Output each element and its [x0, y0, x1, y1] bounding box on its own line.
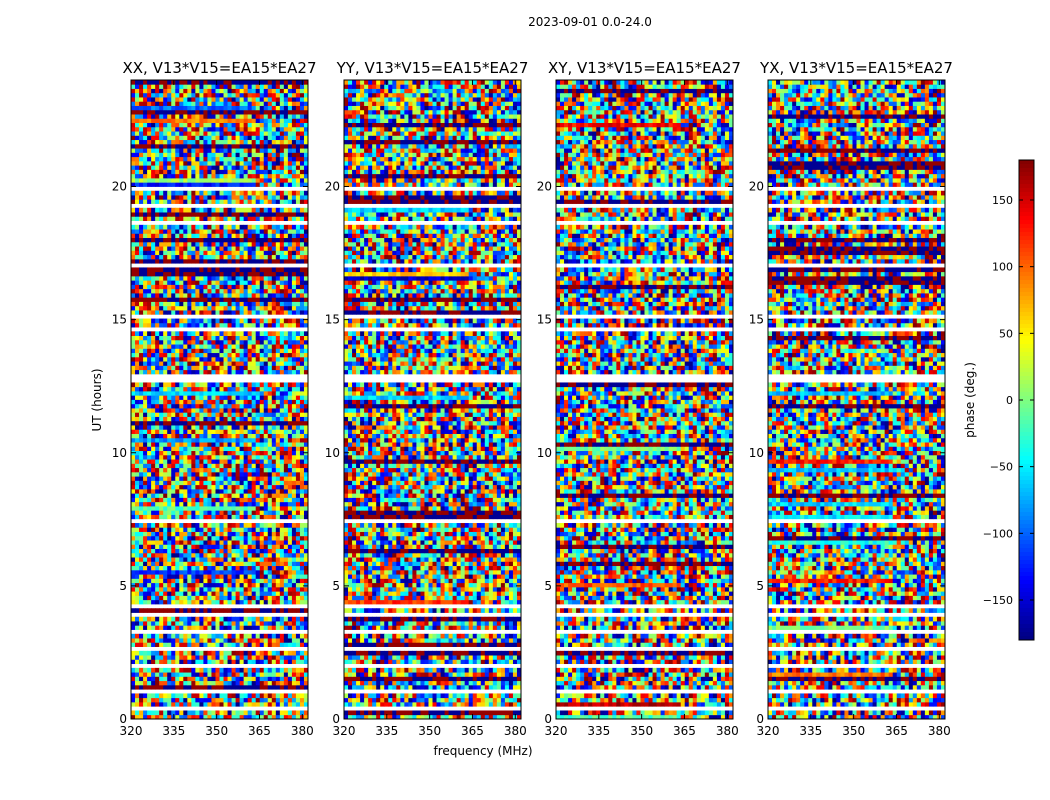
- x-tick-label: 335: [587, 724, 610, 738]
- panel-xy-title: XY, V13*V15=EA15*EA27: [548, 59, 741, 77]
- panel-xx: XX, V13*V15=EA15*EA27 320 335 350 365 380 0 5 10…: [112, 59, 317, 738]
- x-tick-label: 380: [716, 724, 739, 738]
- y-tick-label: 15: [537, 313, 552, 327]
- x-tick-label: 365: [248, 724, 271, 738]
- x-tick-label: 350: [418, 724, 441, 738]
- x-tick-label: 365: [673, 724, 696, 738]
- colorbar: 150 100 50 0 −50 −100 −150: [983, 159, 1035, 641]
- y-tick-label: 5: [756, 579, 764, 593]
- y-tick-label: 10: [749, 446, 764, 460]
- y-tick-label: 5: [544, 579, 552, 593]
- colorbar-tick-label: −50: [990, 461, 1013, 474]
- panel-yx-frame: [767, 79, 946, 720]
- x-tick-label: 380: [291, 724, 314, 738]
- panel-yy-waterfall: [344, 80, 522, 720]
- panel-xx-frame: [130, 79, 309, 720]
- y-tick-label: 0: [544, 712, 552, 726]
- y-tick-label: 20: [325, 180, 340, 194]
- y-tick-label: 20: [537, 180, 552, 194]
- y-tick-label: 5: [332, 579, 340, 593]
- x-tick-label: 380: [928, 724, 951, 738]
- panel-yy: YY, V13*V15=EA15*EA27 320 335 350 365 380 0 5 10…: [325, 59, 529, 738]
- y-tick-label: 10: [112, 446, 127, 460]
- x-tick-label: 350: [842, 724, 865, 738]
- x-tick-label: 365: [885, 724, 908, 738]
- colorbar-tick-label: −150: [983, 594, 1013, 607]
- panel-xy-waterfall: [556, 80, 734, 720]
- panel-xy: XY, V13*V15=EA15*EA27 320 335 350 365 380 0 5 10…: [537, 59, 741, 738]
- y-axis-label: UT (hours): [90, 368, 104, 431]
- y-tick-label: 15: [749, 313, 764, 327]
- y-tick-label: 0: [756, 712, 764, 726]
- y-tick-label: 10: [325, 446, 340, 460]
- y-tick-label: 15: [325, 313, 340, 327]
- y-tick-label: 0: [119, 712, 127, 726]
- x-tick-label: 320: [757, 724, 780, 738]
- y-tick-label: 0: [332, 712, 340, 726]
- x-tick-label: 350: [205, 724, 228, 738]
- colorbar-tick-label: 0: [1006, 394, 1013, 407]
- colorbar-tick-label: −100: [983, 527, 1013, 540]
- y-tick-label: 20: [112, 180, 127, 194]
- panel-xx-title: XX, V13*V15=EA15*EA27: [122, 59, 316, 77]
- panel-xy-frame: [555, 79, 734, 720]
- panels: XX, V13*V15=EA15*EA27 320 335 350 365 380 0 5 10…: [112, 59, 953, 738]
- x-tick-label: 335: [375, 724, 398, 738]
- panel-yx-waterfall: [768, 80, 946, 720]
- x-tick-label: 320: [120, 724, 143, 738]
- x-tick-label: 350: [630, 724, 653, 738]
- y-tick-label: 20: [749, 180, 764, 194]
- x-axis-label: frequency (MHz): [433, 744, 532, 758]
- y-tick-label: 15: [112, 313, 127, 327]
- x-tick-label: 335: [162, 724, 185, 738]
- x-tick-label: 365: [461, 724, 484, 738]
- y-tick-label: 10: [537, 446, 552, 460]
- colorbar-tick-label: 150: [992, 194, 1013, 207]
- panel-xx-waterfall: [131, 80, 309, 720]
- x-tick-label: 320: [545, 724, 568, 738]
- y-tick-label: 5: [119, 579, 127, 593]
- colorbar-tick-label: 100: [992, 261, 1013, 274]
- colorbar-label: phase (deg.): [963, 362, 977, 438]
- panel-yx: YX, V13*V15=EA15*EA27 320 335 350 365 380 0 5 10…: [749, 59, 953, 738]
- panel-yy-title: YY, V13*V15=EA15*EA27: [336, 59, 529, 77]
- x-tick-label: 320: [333, 724, 356, 738]
- x-tick-label: 335: [799, 724, 822, 738]
- x-tick-label: 380: [504, 724, 527, 738]
- figure-title: 2023-09-01 0.0-24.0: [528, 15, 652, 29]
- colorbar-tick-label: 50: [999, 327, 1013, 340]
- panel-yx-title: YX, V13*V15=EA15*EA27: [759, 59, 953, 77]
- panel-yy-frame: [343, 79, 522, 720]
